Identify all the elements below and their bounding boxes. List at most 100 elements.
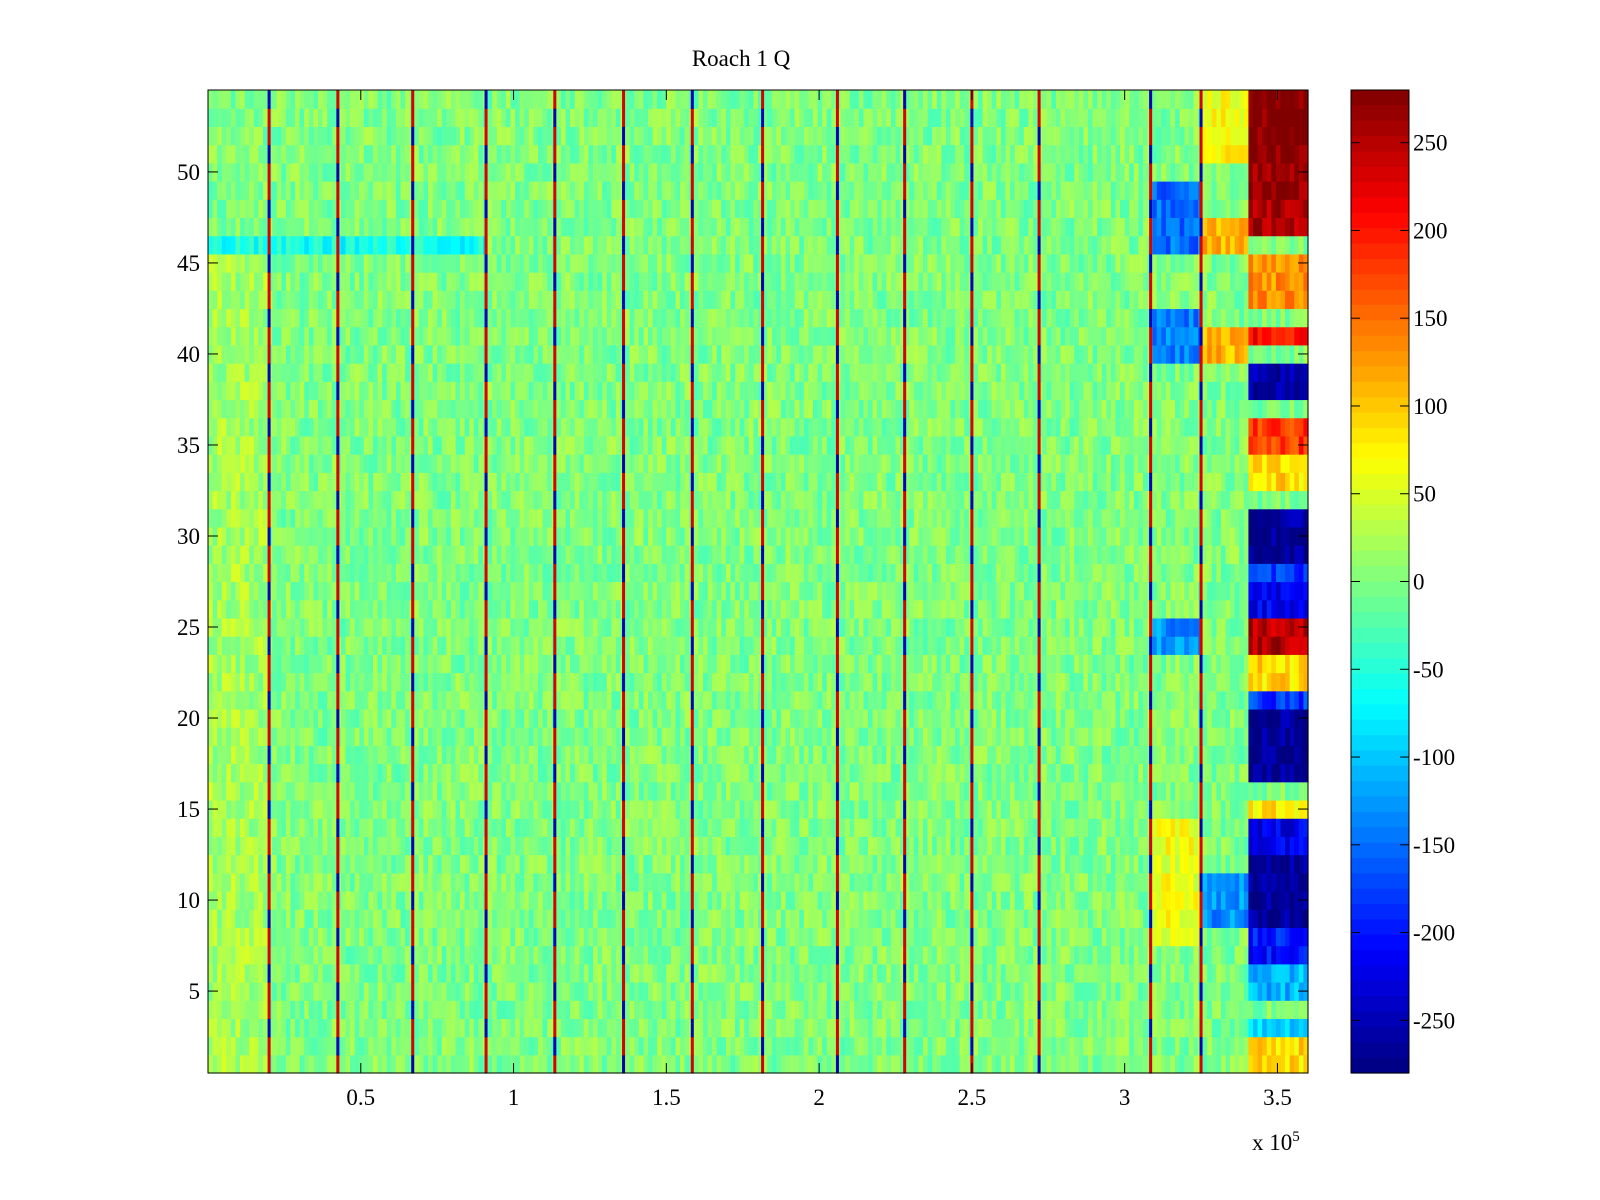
heatmap-cell <box>570 963 576 983</box>
heatmap-cell <box>831 909 837 928</box>
heatmap-cell <box>684 1018 690 1038</box>
heatmap-cell <box>643 872 649 892</box>
heatmap-cell <box>258 1000 264 1019</box>
heatmap-cell <box>1074 909 1080 928</box>
heatmap-cell <box>799 763 805 783</box>
heatmap-cell <box>904 963 910 983</box>
heatmap-cell <box>996 963 1002 983</box>
heatmap-cell <box>803 1000 810 1019</box>
heatmap-cell <box>978 927 984 947</box>
heatmap-cell <box>240 1036 246 1056</box>
heatmap-cell <box>501 1018 507 1038</box>
heatmap-cell <box>253 745 260 765</box>
heatmap-cell <box>308 799 315 819</box>
heatmap-cell <box>753 909 759 928</box>
heatmap-cell <box>1115 927 1121 947</box>
heatmap-cell <box>244 1018 250 1038</box>
heatmap-cell <box>1294 854 1300 874</box>
heatmap-cell <box>597 963 603 983</box>
heatmap-cell <box>771 890 777 910</box>
heatmap-cell <box>1088 981 1094 1001</box>
heatmap-cell <box>606 690 612 710</box>
heatmap-cell <box>634 854 640 874</box>
heatmap-cell <box>877 1000 883 1019</box>
heatmap-cell <box>648 727 654 746</box>
heatmap-cell <box>405 890 411 910</box>
heatmap-cell <box>721 708 727 728</box>
heatmap-cell <box>606 799 612 819</box>
heatmap-cell <box>441 781 447 801</box>
heatmap-cell <box>423 872 429 892</box>
heatmap-cell <box>276 745 282 765</box>
heatmap-cell <box>1133 1036 1140 1056</box>
heatmap-cell <box>771 909 777 928</box>
heatmap-cell <box>1042 799 1048 819</box>
heatmap-cell <box>304 836 310 856</box>
heatmap-cell <box>382 945 388 965</box>
heatmap-cell <box>1165 909 1172 928</box>
heatmap-cell <box>593 945 599 965</box>
heatmap-cell <box>588 836 594 856</box>
heatmap-cell <box>368 727 374 746</box>
heatmap-cell <box>414 945 420 965</box>
heatmap-cell <box>1243 909 1250 928</box>
heatmap-cell <box>758 799 764 819</box>
heatmap-cell <box>680 745 686 765</box>
heatmap-cell <box>762 836 768 856</box>
heatmap-cell <box>661 1018 667 1038</box>
heatmap-cell <box>845 963 851 983</box>
heatmap-cell <box>1243 745 1250 765</box>
heatmap-cell <box>460 1018 466 1038</box>
heatmap-cell <box>1207 1036 1213 1056</box>
heatmap-cell <box>295 708 301 728</box>
heatmap-cell <box>240 690 246 710</box>
heatmap-cell <box>1005 745 1011 765</box>
heatmap-cell <box>263 909 269 928</box>
heatmap-cell <box>657 763 663 783</box>
heatmap-cell <box>391 781 397 801</box>
heatmap-cell <box>432 909 438 928</box>
heatmap-cell <box>565 1018 571 1038</box>
heatmap-cell <box>583 872 590 892</box>
heatmap-cell <box>1005 890 1011 910</box>
heatmap-cell <box>840 781 846 801</box>
heatmap-cell <box>666 708 672 728</box>
heatmap-cell <box>748 745 755 765</box>
heatmap-cell <box>432 1018 438 1038</box>
heatmap-cell <box>675 981 681 1001</box>
heatmap-cell <box>501 745 507 765</box>
heatmap-cell <box>927 836 933 856</box>
heatmap-cell <box>556 763 562 783</box>
heatmap-cell <box>638 799 645 819</box>
heatmap-cell <box>1243 854 1250 874</box>
heatmap-cell <box>1092 909 1098 928</box>
heatmap-cell <box>235 818 241 837</box>
heatmap-cell <box>716 727 722 746</box>
heatmap-cell <box>1165 963 1172 983</box>
heatmap-cell <box>982 981 988 1001</box>
heatmap-cell <box>643 781 649 801</box>
heatmap-cell <box>950 1054 956 1074</box>
heatmap-cell <box>593 836 599 856</box>
heatmap-cell <box>822 963 828 983</box>
heatmap-cell <box>1010 690 1016 710</box>
heatmap-cell <box>918 818 924 837</box>
heatmap-cell <box>1078 727 1085 746</box>
heatmap-cell <box>625 799 631 819</box>
heatmap-cell <box>1138 890 1144 910</box>
heatmap-cell <box>1028 945 1034 965</box>
heatmap-cell <box>519 781 525 801</box>
heatmap-cell <box>615 763 622 783</box>
heatmap-cell <box>661 1054 667 1074</box>
heatmap-cell <box>817 872 823 892</box>
heatmap-cell <box>753 781 759 801</box>
heatmap-cell <box>684 781 690 801</box>
heatmap-cell <box>524 727 530 746</box>
heatmap-cell <box>1092 872 1098 892</box>
heatmap-cell <box>712 818 718 837</box>
heatmap-cell <box>212 1018 218 1038</box>
heatmap-cell <box>418 927 425 947</box>
heatmap-cell <box>593 890 599 910</box>
heatmap-cell <box>501 854 507 874</box>
heatmap-cell <box>1010 781 1016 801</box>
